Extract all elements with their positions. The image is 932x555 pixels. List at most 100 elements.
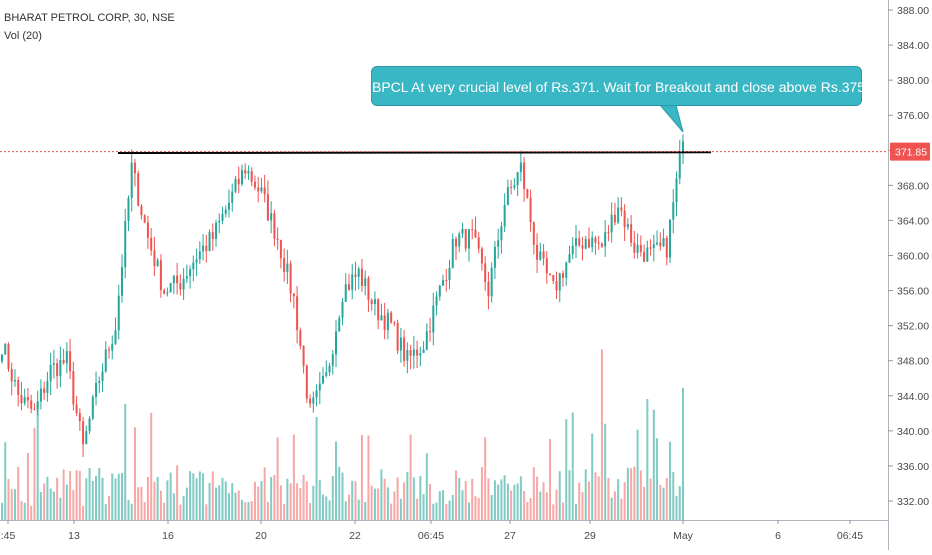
volume-bar bbox=[189, 471, 192, 520]
volume-bar bbox=[172, 493, 175, 520]
volume-bar bbox=[597, 476, 600, 520]
candle-body bbox=[221, 213, 224, 221]
candle-body bbox=[399, 337, 402, 351]
volume-bar bbox=[639, 470, 642, 520]
candle-body bbox=[373, 299, 376, 304]
candle-body bbox=[406, 350, 409, 361]
price-tick-label: 388.00 bbox=[897, 5, 929, 17]
symbol-title: BHARAT PETROL CORP, 30, NSE bbox=[4, 12, 175, 24]
volume-bar bbox=[140, 486, 143, 520]
candle-body bbox=[672, 202, 675, 220]
volume-bar bbox=[467, 502, 470, 520]
candle-body bbox=[185, 276, 188, 279]
volume-bar bbox=[351, 480, 354, 520]
candle-body bbox=[10, 369, 13, 382]
volume-bar bbox=[604, 423, 607, 520]
volume-bar bbox=[215, 487, 218, 520]
volume-bar bbox=[373, 488, 376, 520]
candle-body bbox=[56, 363, 59, 377]
candle-body bbox=[315, 390, 318, 398]
candle-body bbox=[626, 224, 629, 228]
candle-body bbox=[474, 229, 477, 238]
volume-bar bbox=[626, 467, 629, 520]
candle-body bbox=[43, 388, 46, 393]
volume-bar bbox=[328, 500, 331, 520]
volume-bar bbox=[88, 468, 91, 520]
candle-body bbox=[270, 213, 273, 221]
volume-bar bbox=[536, 476, 539, 520]
candle-body bbox=[636, 244, 639, 253]
candle-body bbox=[156, 260, 159, 267]
candle-body bbox=[325, 372, 328, 376]
candle-body bbox=[516, 172, 519, 186]
volume-bar bbox=[114, 478, 117, 520]
annotations bbox=[0, 104, 888, 155]
volume-bar bbox=[662, 487, 665, 520]
candle-body bbox=[202, 245, 205, 252]
candle-body bbox=[659, 242, 662, 247]
volume-bar bbox=[513, 484, 516, 520]
candle-body bbox=[331, 354, 334, 366]
candle-body bbox=[678, 153, 681, 179]
volume-bar bbox=[192, 473, 195, 520]
volume-bar bbox=[150, 412, 153, 520]
volume-bar bbox=[101, 477, 104, 520]
candle-body bbox=[296, 296, 299, 331]
volume-bar bbox=[344, 501, 347, 520]
candle-body bbox=[487, 281, 490, 297]
volume-bar bbox=[454, 470, 458, 520]
volume-bar bbox=[62, 469, 65, 520]
candle-body bbox=[581, 245, 584, 249]
candle-body bbox=[558, 273, 561, 291]
candle-body bbox=[49, 364, 52, 382]
volume-bar bbox=[487, 478, 490, 520]
candle-body bbox=[85, 431, 88, 445]
annotation-callout[interactable]: BPCL At very crucial level of Rs.371. Wa… bbox=[371, 66, 869, 106]
volume-bar bbox=[124, 404, 127, 520]
volume-bar bbox=[78, 470, 81, 520]
volume-bar bbox=[484, 437, 487, 520]
volume-bar bbox=[82, 505, 85, 520]
volume-bar bbox=[477, 497, 480, 520]
volume-bar bbox=[390, 503, 393, 520]
volume-bar bbox=[309, 503, 312, 520]
volume-bar bbox=[587, 481, 590, 520]
price-tick-label: 360.00 bbox=[897, 251, 929, 263]
volume-bar bbox=[432, 503, 435, 520]
candle-body bbox=[584, 239, 587, 249]
volume-bar bbox=[347, 494, 350, 520]
candle-body bbox=[189, 269, 192, 277]
volume-bar bbox=[490, 494, 493, 520]
candle-body bbox=[597, 242, 600, 244]
candle-body bbox=[600, 243, 603, 247]
time-tick-label: 13 bbox=[68, 530, 80, 542]
candle-body bbox=[237, 178, 240, 185]
volume-bar bbox=[240, 499, 243, 520]
candle-body bbox=[33, 408, 36, 410]
candle-body bbox=[454, 238, 458, 247]
candle-body bbox=[412, 349, 415, 356]
volume-bar bbox=[166, 480, 169, 520]
time-tick-label: 20 bbox=[255, 530, 267, 542]
volume-bar bbox=[276, 437, 279, 520]
volume-bar bbox=[0, 502, 4, 520]
candle-body bbox=[367, 278, 370, 301]
candle-body bbox=[344, 284, 347, 302]
volume-bar bbox=[312, 485, 315, 520]
volume-bar bbox=[205, 504, 208, 520]
candle-body bbox=[227, 202, 231, 210]
volume-bar bbox=[156, 476, 159, 520]
candle-body bbox=[143, 215, 146, 223]
candle-body bbox=[613, 214, 616, 223]
volume-bar bbox=[179, 504, 182, 520]
candle-body bbox=[302, 345, 305, 366]
candle-body bbox=[416, 349, 419, 356]
volume-bar bbox=[273, 474, 276, 520]
volume-bar bbox=[104, 504, 107, 520]
candle-body bbox=[442, 280, 445, 286]
time-tick-label: 06:45 bbox=[418, 530, 444, 542]
candle-body bbox=[127, 198, 130, 221]
volume-bar bbox=[545, 492, 548, 520]
